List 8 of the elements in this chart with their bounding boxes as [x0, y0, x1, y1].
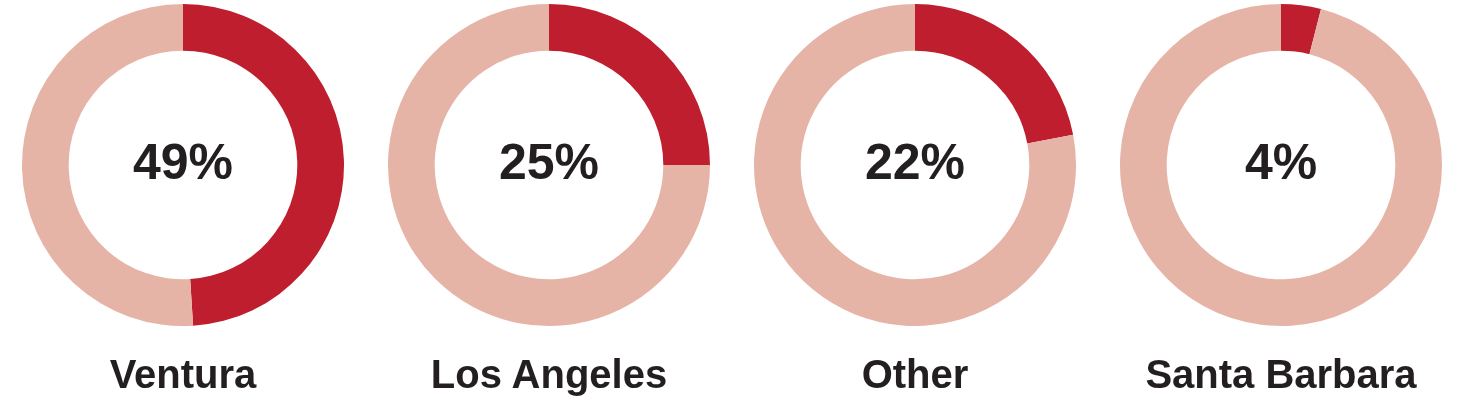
- text: Santa Barbara: [1145, 352, 1417, 397]
- text: Los Angeles: [430, 352, 668, 397]
- data-label: 49%: [132, 133, 234, 190]
- text: Ventura: [109, 352, 257, 397]
- data-label: 22%: [864, 133, 966, 190]
- text: Other: [861, 352, 969, 397]
- data-label: 25%: [498, 133, 600, 190]
- data-label: 4%: [1244, 133, 1318, 190]
